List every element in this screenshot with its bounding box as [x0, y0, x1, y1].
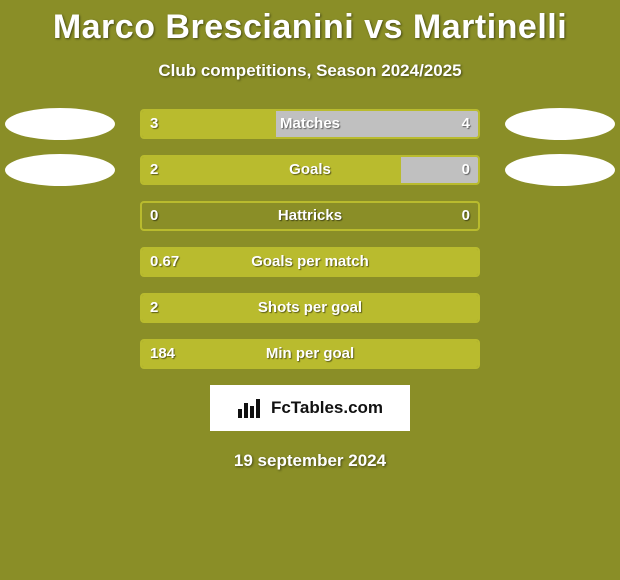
brand-text: FcTables.com: [271, 398, 383, 418]
team-badge-right: [505, 154, 615, 186]
value-right: 0: [462, 201, 470, 231]
stat-row: 0.67Goals per match: [0, 247, 620, 277]
page-subtitle: Club competitions, Season 2024/2025: [0, 61, 620, 81]
bar-track: [140, 339, 480, 369]
stat-row: 184Min per goal: [0, 339, 620, 369]
stat-row: 2Shots per goal: [0, 293, 620, 323]
bar-track: [140, 293, 480, 323]
value-left: 2: [150, 155, 158, 185]
bar-left: [142, 295, 478, 321]
team-badge-left: [5, 154, 115, 186]
comparison-chart: 34Matches20Goals00Hattricks0.67Goals per…: [0, 109, 620, 369]
comparison-card: Marco Brescianini vs Martinelli Club com…: [0, 0, 620, 580]
value-left: 2: [150, 293, 158, 323]
bar-left: [142, 157, 401, 183]
stat-row: 34Matches: [0, 109, 620, 139]
value-left: 184: [150, 339, 175, 369]
value-left: 3: [150, 109, 158, 139]
bar-track: [140, 247, 480, 277]
bar-left: [142, 341, 478, 367]
team-badge-left: [5, 108, 115, 140]
stat-row: 20Goals: [0, 155, 620, 185]
value-left: 0: [150, 201, 158, 231]
stat-row: 00Hattricks: [0, 201, 620, 231]
bar-track: [140, 109, 480, 139]
bar-left: [142, 111, 276, 137]
bar-track: [140, 155, 480, 185]
bar-track: [140, 201, 480, 231]
team-badge-right: [505, 108, 615, 140]
bar-left: [142, 249, 478, 275]
brand-plate: FcTables.com: [210, 385, 410, 431]
date-line: 19 september 2024: [0, 451, 620, 471]
value-left: 0.67: [150, 247, 179, 277]
value-right: 0: [462, 155, 470, 185]
value-right: 4: [462, 109, 470, 139]
bar-right: [276, 111, 478, 137]
brand-bars-icon: [237, 397, 265, 419]
page-title: Marco Brescianini vs Martinelli: [0, 8, 620, 47]
